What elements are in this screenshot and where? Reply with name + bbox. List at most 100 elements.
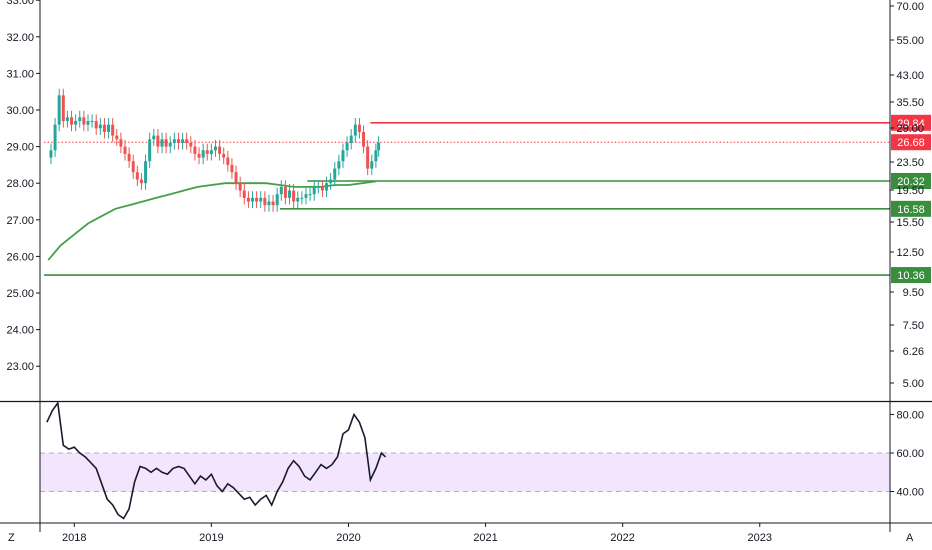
right-tick-label: 35.50 xyxy=(896,97,924,109)
candle-body[interactable] xyxy=(139,179,143,184)
candle-body[interactable] xyxy=(283,186,287,198)
candle-body[interactable] xyxy=(209,150,213,154)
candle-body[interactable] xyxy=(377,142,381,151)
candle-body[interactable] xyxy=(213,146,217,151)
level-tag-label: 26.68 xyxy=(897,137,925,149)
candle-body[interactable] xyxy=(320,186,324,191)
candle-body[interactable] xyxy=(131,161,135,173)
candle-body[interactable] xyxy=(353,124,357,136)
candle-body[interactable] xyxy=(107,124,111,132)
osc-tick-label: 40.00 xyxy=(896,487,924,499)
candle-body[interactable] xyxy=(259,197,263,202)
left-tick-label: 23.00 xyxy=(6,361,34,373)
candle-body[interactable] xyxy=(251,197,254,202)
oscillator-line[interactable] xyxy=(46,400,387,520)
level-tag-label: 29.84 xyxy=(897,118,925,130)
candle-body[interactable] xyxy=(255,197,259,202)
candle-body[interactable] xyxy=(349,135,353,143)
candle-body[interactable] xyxy=(135,172,139,180)
candle-body[interactable] xyxy=(222,153,226,158)
candle-body[interactable] xyxy=(226,157,230,165)
candle-body[interactable] xyxy=(370,161,374,169)
candle-body[interactable] xyxy=(275,194,279,206)
candle-body[interactable] xyxy=(164,139,168,147)
candle-body[interactable] xyxy=(246,197,250,202)
candle-body[interactable] xyxy=(230,164,234,173)
candle-body[interactable] xyxy=(61,95,65,121)
candle-body[interactable] xyxy=(111,124,115,136)
candle-body[interactable] xyxy=(267,201,271,206)
candle-body[interactable] xyxy=(98,124,102,129)
candle-body[interactable] xyxy=(193,146,197,154)
candle-body[interactable] xyxy=(144,161,148,184)
left-tick-label: 26.00 xyxy=(6,251,34,263)
candle-body[interactable] xyxy=(205,150,209,154)
candle-body[interactable] xyxy=(123,146,127,154)
candle-body[interactable] xyxy=(152,135,156,140)
candle-body[interactable] xyxy=(82,117,86,125)
candle-body[interactable] xyxy=(357,124,361,132)
candle-body[interactable] xyxy=(168,142,172,147)
candle-body[interactable] xyxy=(325,183,329,191)
candle-body[interactable] xyxy=(308,194,312,196)
left-tick-label: 31.00 xyxy=(6,68,34,80)
candle-body[interactable] xyxy=(238,183,242,191)
candle-body[interactable] xyxy=(53,124,57,151)
candle-body[interactable] xyxy=(201,150,205,158)
candle-body[interactable] xyxy=(78,117,82,121)
candle-body[interactable] xyxy=(362,131,366,147)
candle-body[interactable] xyxy=(271,201,275,206)
right-tick-label: 6.26 xyxy=(903,346,924,358)
candle-body[interactable] xyxy=(345,142,349,151)
candle-body[interactable] xyxy=(94,120,98,129)
candle-body[interactable] xyxy=(119,139,123,147)
candle-body[interactable] xyxy=(300,197,304,199)
candle-body[interactable] xyxy=(57,95,61,125)
candle-body[interactable] xyxy=(185,139,189,143)
candle-body[interactable] xyxy=(218,146,222,154)
candle-body[interactable] xyxy=(341,150,345,162)
price-panel[interactable]: 29.84 26.68 20.32 16.58 10.36 xyxy=(44,88,931,284)
candle-body[interactable] xyxy=(316,186,320,188)
left-tick-label: 30.00 xyxy=(6,105,34,117)
candle-body[interactable] xyxy=(366,146,370,169)
oscillator-panel[interactable] xyxy=(40,400,890,520)
candle-body[interactable] xyxy=(127,153,131,162)
left-tick-label: 24.00 xyxy=(6,325,34,337)
candle-body[interactable] xyxy=(156,135,160,147)
time-tick-label: 2018 xyxy=(62,532,86,544)
candle-body[interactable] xyxy=(312,186,316,195)
candle-body[interactable] xyxy=(148,139,152,162)
candle-body[interactable] xyxy=(90,120,94,122)
candle-body[interactable] xyxy=(74,120,78,125)
candle-body[interactable] xyxy=(86,120,90,125)
candle-body[interactable] xyxy=(333,168,337,180)
candle-body[interactable] xyxy=(176,139,180,143)
candle-body[interactable] xyxy=(65,117,69,121)
candle-body[interactable] xyxy=(102,124,106,132)
candle-body[interactable] xyxy=(292,190,296,202)
candle-body[interactable] xyxy=(374,150,378,162)
candle-body[interactable] xyxy=(296,197,300,202)
candle-body[interactable] xyxy=(288,190,292,198)
osc-band xyxy=(40,453,890,492)
candle-body[interactable] xyxy=(70,117,74,125)
candle-body[interactable] xyxy=(329,179,333,184)
candle-body[interactable] xyxy=(304,194,308,198)
candle-body[interactable] xyxy=(189,142,193,147)
left-tick-label: 25.00 xyxy=(6,288,34,300)
candle-body[interactable] xyxy=(49,150,53,158)
candle-body[interactable] xyxy=(263,197,267,206)
candle-body[interactable] xyxy=(197,153,201,158)
time-tick-label: 2023 xyxy=(748,532,772,544)
candle-body[interactable] xyxy=(242,190,246,198)
time-tick-label: 2019 xyxy=(199,532,223,544)
right-tick-label: 29.00 xyxy=(896,123,924,135)
candle-body[interactable] xyxy=(115,135,119,140)
candle-body[interactable] xyxy=(160,139,164,147)
candle-body[interactable] xyxy=(234,172,238,184)
candle-body[interactable] xyxy=(181,139,185,143)
candle-body[interactable] xyxy=(279,186,283,195)
candle-body[interactable] xyxy=(337,161,341,169)
candle-body[interactable] xyxy=(172,139,176,143)
